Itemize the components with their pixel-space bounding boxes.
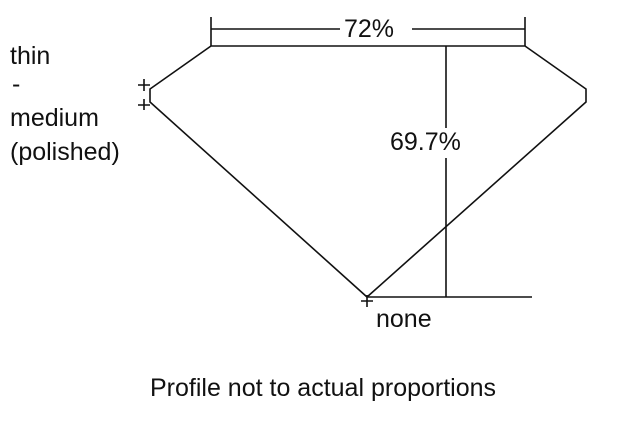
table-percent-label: 72% (344, 15, 395, 43)
gem-outline (149, 45, 587, 299)
girdle-marker-bottom (138, 99, 150, 110)
caption: Profile not to actual proportions (150, 374, 497, 402)
girdle-marker-top (138, 79, 150, 91)
girdle-label-line-3: medium (10, 104, 99, 132)
culet-label: none (376, 305, 432, 333)
girdle-label-line-4: (polished) (10, 138, 120, 166)
depth-percent-label: 69.7% (390, 128, 461, 156)
girdle-label-line-1: thin (10, 42, 51, 70)
culet-marker (361, 295, 373, 307)
girdle-label-line-2: - (12, 70, 21, 98)
